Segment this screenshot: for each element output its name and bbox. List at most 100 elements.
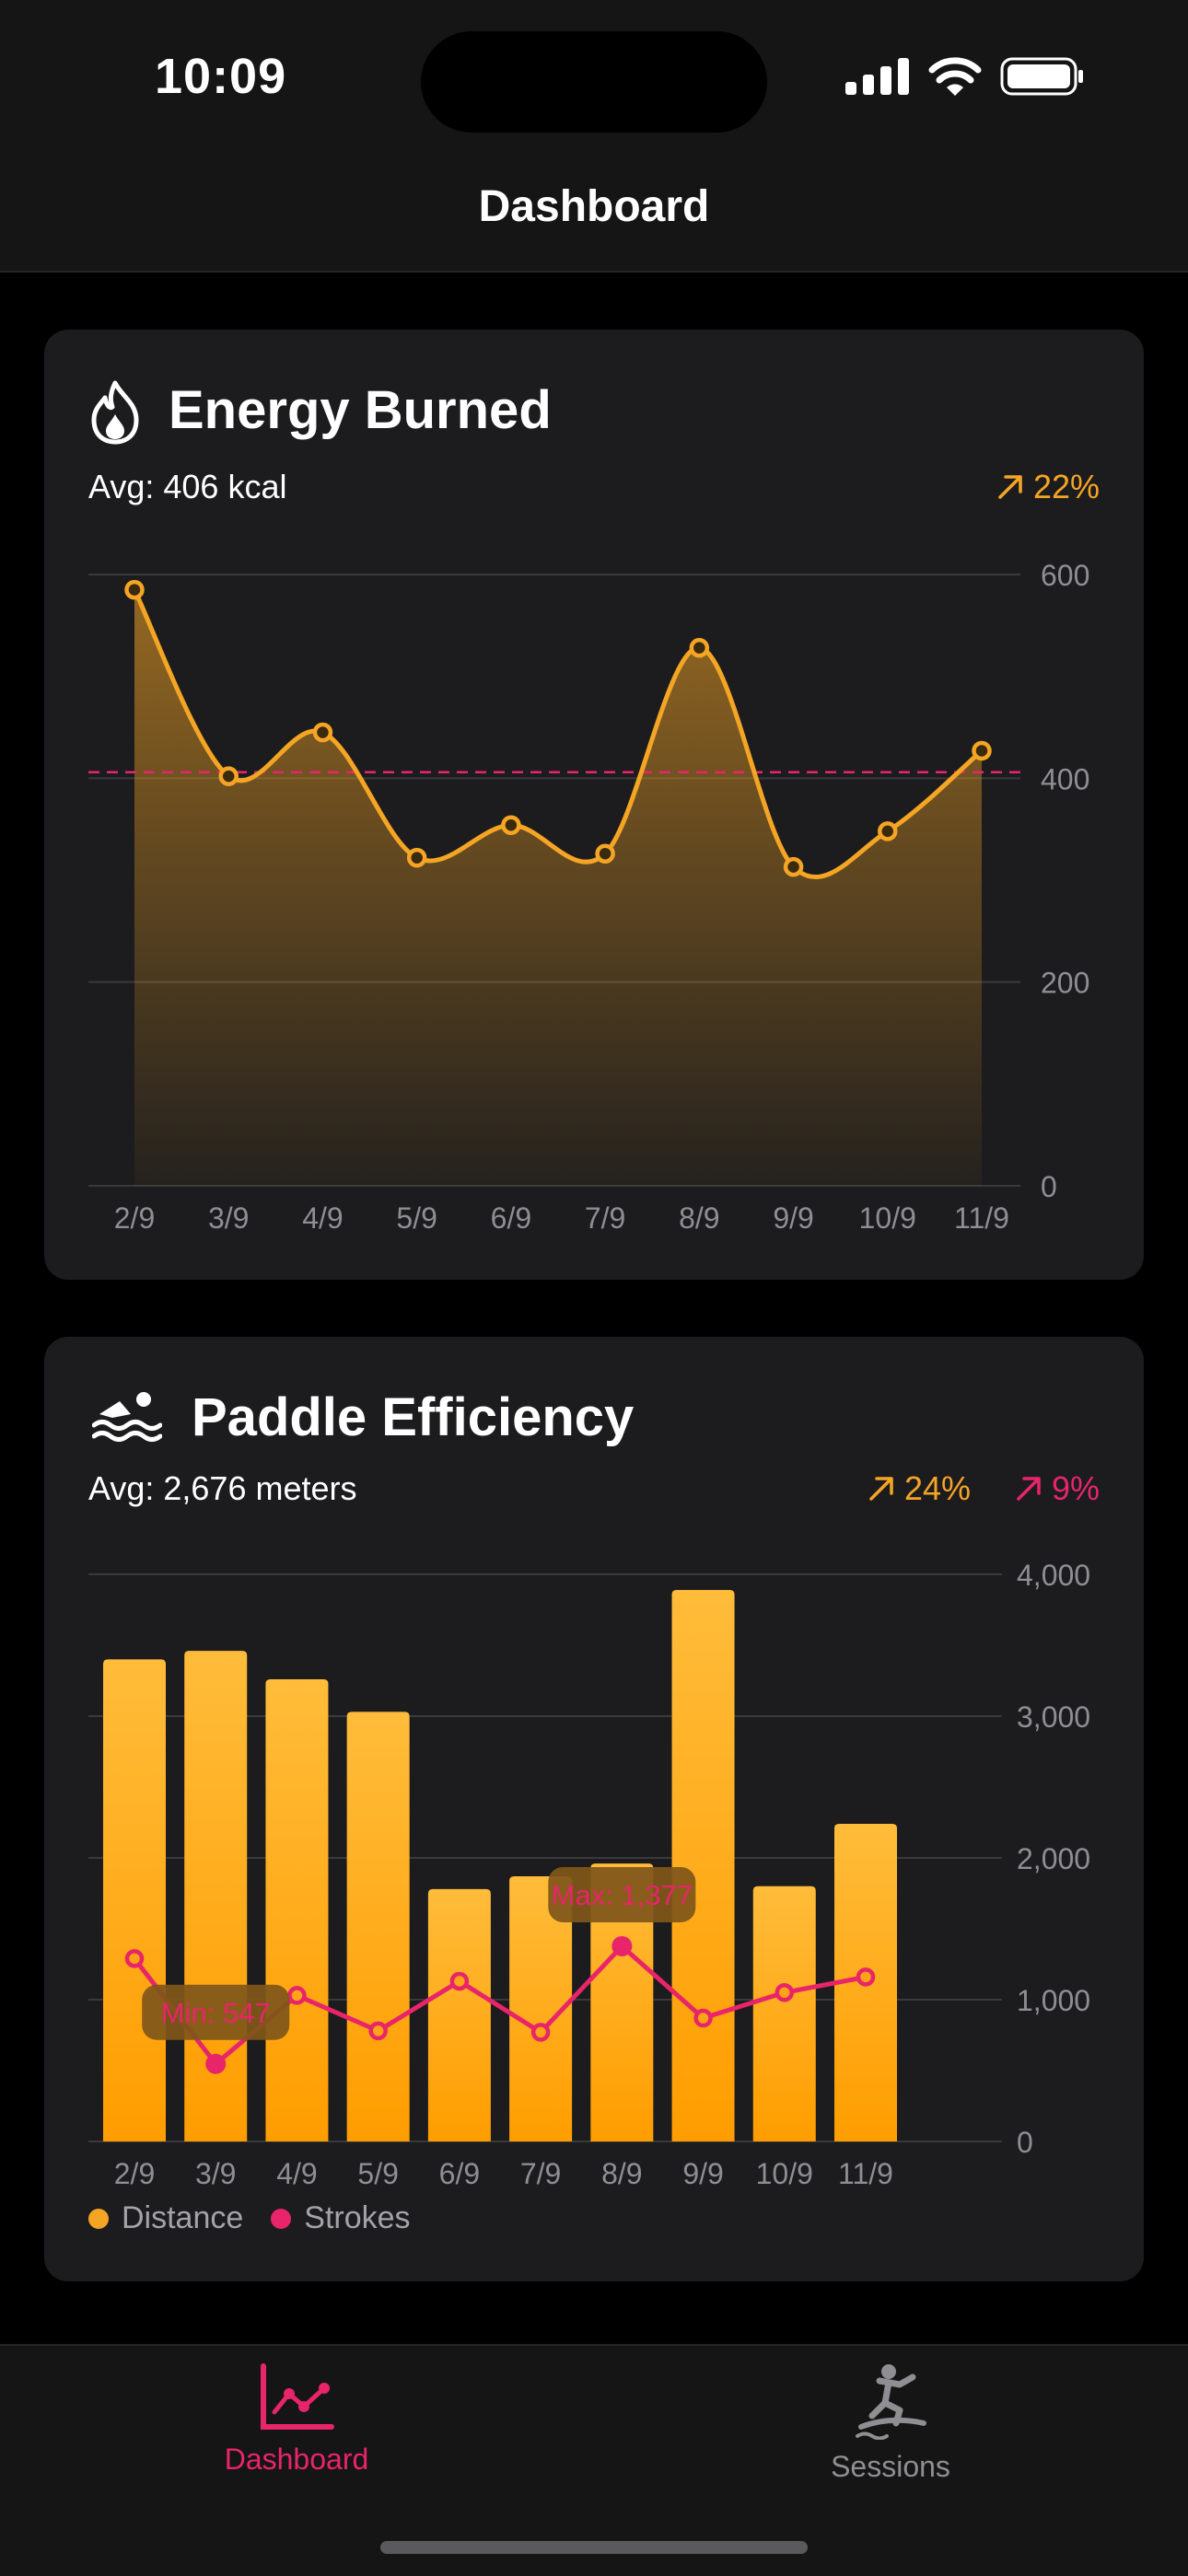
energy-area-chart: 600 400 200 0 2/9 3/9 4/9 5/9 6/9 7/9 8/9 9/9 10/9 11… [88,559,1089,1235]
data-point[interactable] [287,1986,307,2005]
extreme-point[interactable] [205,2053,227,2074]
paddle-combo-chart: 4,000 3,000 2,000 1,000 0 Min: 547 Max: 1,377 2… [88,1559,1090,2190]
paddle-efficiency-card[interactable]: Paddle Efficiency Avg: 2,676 meters 24% … [44,1337,1144,2281]
distance-bar[interactable] [752,1886,816,2141]
data-point[interactable] [124,1949,145,1968]
data-point[interactable] [312,722,333,743]
status-time: 10:09 [155,49,287,104]
data-point[interactable] [124,579,145,600]
series-line [132,588,984,880]
average-label: Avg: 406 kcal [88,468,287,505]
trend-value: 24% [903,1469,971,1507]
cellular-signal-icon [845,58,909,95]
card-title: Energy Burned [169,380,552,440]
trend-badge-strokes: 9% [1015,1469,1100,1508]
y-tick-label: 1,000 [1017,1984,1090,2017]
data-point[interactable] [368,2021,388,2041]
trend-badge-distance: 24% [868,1469,971,1508]
legend-item-strokes: Strokes [271,2200,411,2236]
min-callout: Min: 547 [161,1997,271,2029]
max-callout-bg [548,1866,696,1922]
x-tick-label: 2/9 [114,2157,155,2190]
distance-bar[interactable] [590,1863,654,2141]
y-tick-label: 3,000 [1017,1700,1090,1734]
arrow-up-right-icon [998,475,1022,499]
x-tick-label: 2/9 [114,1201,155,1235]
distance-bar[interactable] [427,1888,491,2141]
home-indicator [380,2541,808,2554]
data-point[interactable] [530,2023,551,2042]
data-point[interactable] [595,843,615,864]
x-tick-label: 3/9 [208,1201,249,1235]
x-tick-label: 7/9 [585,1201,625,1235]
y-tick-label: 2,000 [1017,1842,1090,1875]
wifi-icon [928,57,982,96]
legend-label: Strokes [304,2200,411,2235]
distance-bar[interactable] [509,1876,573,2141]
tab-bar: Dashboard Sessions [0,2344,1188,2576]
x-tick-label: 3/9 [195,2157,236,2190]
x-tick-label: 4/9 [276,2157,317,2190]
tab-label: Sessions [831,2450,950,2483]
x-tick-label: 5/9 [357,2157,398,2190]
flame-icon [91,380,139,445]
x-tick-label: 9/9 [773,1201,813,1235]
energy-burned-card[interactable]: Energy Burned Avg: 406 kcal 22% 600 400 20… [44,330,1144,1280]
data-point[interactable] [878,821,898,841]
arrow-up-right-icon [869,1477,893,1501]
trend-value: 22% [1032,468,1100,505]
data-point[interactable] [501,815,521,835]
x-tick-label: 7/9 [520,2157,561,2190]
x-tick-label: 11/9 [954,1201,1009,1235]
data-point[interactable] [783,856,804,877]
y-tick-label: 600 [1041,559,1089,592]
data-point[interactable] [218,766,239,786]
data-point[interactable] [406,847,427,868]
distance-bar[interactable] [346,1712,410,2141]
swimmer-icon [92,1392,162,1442]
y-tick-label: 400 [1041,762,1089,795]
status-icons [845,57,1085,96]
tab-dashboard[interactable]: Dashboard [158,2362,435,2477]
navigation-bar: Dashboard [0,157,1188,273]
tab-sessions[interactable]: Sessions [752,2362,1029,2484]
y-tick-label: 0 [1017,2126,1033,2159]
distance-bar[interactable] [103,1659,166,2141]
tab-label: Dashboard [224,2443,369,2476]
x-tick-label: 8/9 [601,2157,642,2190]
x-tick-label: 8/9 [679,1201,719,1235]
area-fill [134,589,982,1186]
x-tick-label: 4/9 [302,1201,343,1235]
data-point[interactable] [856,1967,876,1987]
min-callout-bg [142,1984,290,2040]
y-tick-label: 200 [1041,967,1089,1000]
extreme-point[interactable] [611,1935,633,1956]
data-point[interactable] [775,1983,795,2002]
legend-label: Distance [122,2200,244,2235]
legend-item-distance: Distance [88,2200,243,2236]
distance-bar[interactable] [671,1589,735,2141]
x-tick-label: 6/9 [439,2157,480,2190]
line-chart-icon [261,2363,334,2430]
status-bar: 10:09 [0,0,1188,157]
data-point[interactable] [449,1971,470,1991]
x-tick-label: 10/9 [756,2157,813,2190]
data-point[interactable] [972,740,992,761]
trend-badge: 22% [996,468,1100,506]
x-tick-label: 10/9 [859,1201,916,1235]
y-tick-label: 4,000 [1017,1559,1090,1592]
arrow-up-right-icon [1017,1477,1041,1501]
data-point[interactable] [693,2008,713,2028]
x-tick-label: 6/9 [491,1201,531,1235]
average-label: Avg: 2,676 meters [88,1469,357,1507]
battery-icon [1000,57,1083,96]
y-tick-label: 0 [1041,1170,1057,1203]
x-tick-label: 11/9 [838,2157,893,2190]
legend-swatch [88,2208,109,2229]
page-title: Dashboard [478,182,710,231]
x-tick-label: 5/9 [396,1201,437,1235]
max-callout: Max: 1,377 [552,1879,693,1911]
distance-bar[interactable] [265,1678,329,2141]
x-tick-label: 9/9 [682,2157,723,2190]
data-point[interactable] [689,637,710,658]
